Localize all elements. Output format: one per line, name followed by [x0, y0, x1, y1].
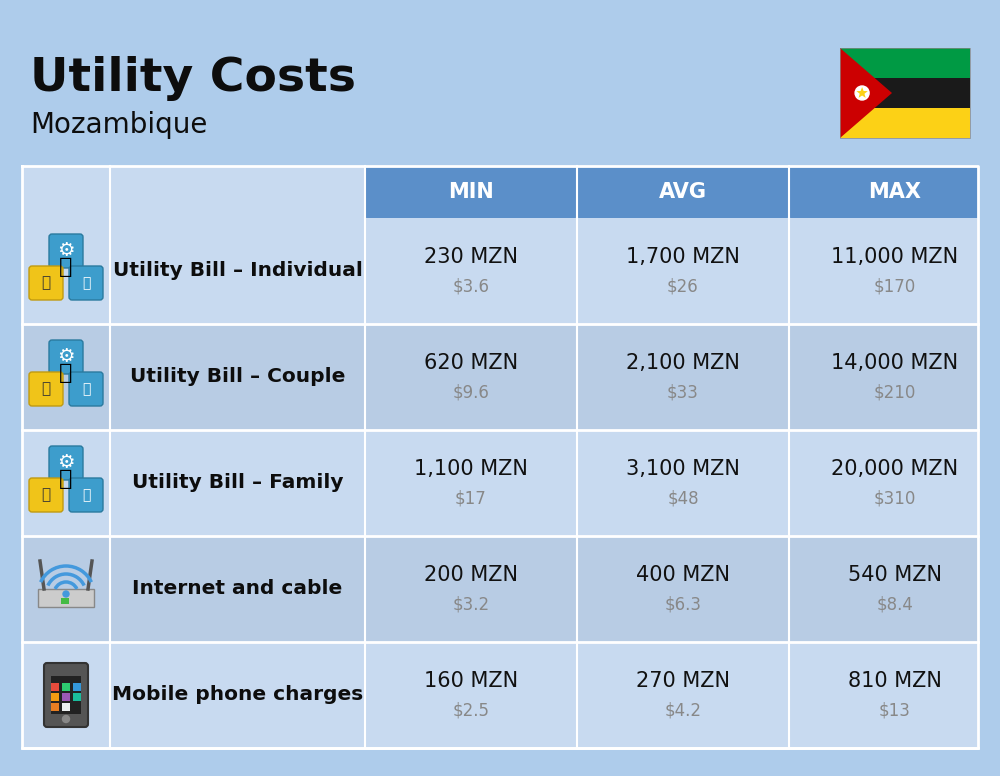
Text: $9.6: $9.6 — [453, 384, 489, 402]
Text: ⚙: ⚙ — [57, 348, 75, 366]
Polygon shape — [856, 87, 868, 98]
Bar — [840, 108, 970, 138]
Circle shape — [63, 591, 69, 597]
FancyBboxPatch shape — [69, 266, 103, 300]
Bar — [22, 642, 978, 748]
FancyBboxPatch shape — [29, 266, 63, 300]
Text: 🧑: 🧑 — [59, 363, 73, 383]
FancyBboxPatch shape — [49, 446, 83, 480]
Text: $48: $48 — [667, 490, 699, 508]
Text: $3.6: $3.6 — [452, 278, 490, 296]
Text: 🚿: 🚿 — [82, 276, 90, 290]
Bar — [73, 693, 81, 701]
FancyBboxPatch shape — [69, 478, 103, 512]
Text: 🔌: 🔌 — [41, 275, 51, 290]
Text: 14,000 MZN: 14,000 MZN — [831, 353, 959, 373]
Polygon shape — [840, 48, 892, 138]
Text: 🧑: 🧑 — [59, 469, 73, 489]
Text: Internet and cable: Internet and cable — [132, 580, 343, 598]
FancyBboxPatch shape — [49, 234, 83, 268]
Text: Mozambique: Mozambique — [30, 111, 207, 139]
FancyBboxPatch shape — [29, 478, 63, 512]
Text: $4.2: $4.2 — [664, 702, 702, 720]
Bar — [51, 683, 59, 691]
FancyBboxPatch shape — [29, 372, 63, 406]
Text: 🔌: 🔌 — [41, 487, 51, 503]
Text: $170: $170 — [874, 278, 916, 296]
Text: 2,100 MZN: 2,100 MZN — [626, 353, 740, 373]
FancyBboxPatch shape — [49, 340, 83, 374]
Text: 🔌: 🔌 — [41, 382, 51, 397]
Text: 270 MZN: 270 MZN — [636, 671, 730, 691]
Bar — [22, 218, 978, 324]
Bar — [840, 48, 970, 138]
Bar — [365, 166, 978, 218]
Bar — [38, 589, 94, 607]
Text: 810 MZN: 810 MZN — [848, 671, 942, 691]
Bar — [61, 598, 69, 604]
Text: 🧑: 🧑 — [59, 257, 73, 277]
Text: 3,100 MZN: 3,100 MZN — [626, 459, 740, 479]
Bar — [22, 536, 978, 642]
Text: Mobile phone charges: Mobile phone charges — [112, 685, 363, 705]
Bar — [51, 693, 59, 701]
Circle shape — [62, 715, 70, 722]
Text: 11,000 MZN: 11,000 MZN — [831, 247, 959, 267]
Text: MIN: MIN — [448, 182, 494, 202]
Text: MAX: MAX — [868, 182, 922, 202]
Text: 200 MZN: 200 MZN — [424, 565, 518, 585]
Text: ⚙: ⚙ — [57, 241, 75, 261]
Text: 540 MZN: 540 MZN — [848, 565, 942, 585]
Text: 1,100 MZN: 1,100 MZN — [414, 459, 528, 479]
Text: 620 MZN: 620 MZN — [424, 353, 518, 373]
Text: 🚿: 🚿 — [82, 382, 90, 396]
Text: $2.5: $2.5 — [452, 702, 490, 720]
Bar — [22, 166, 365, 218]
FancyBboxPatch shape — [69, 372, 103, 406]
Text: Utility Bill – Couple: Utility Bill – Couple — [130, 368, 345, 386]
Text: 1,700 MZN: 1,700 MZN — [626, 247, 740, 267]
Bar — [22, 324, 978, 430]
Text: 20,000 MZN: 20,000 MZN — [831, 459, 959, 479]
Text: 160 MZN: 160 MZN — [424, 671, 518, 691]
Text: $17: $17 — [455, 490, 487, 508]
Text: $33: $33 — [667, 384, 699, 402]
Text: $26: $26 — [667, 278, 699, 296]
Bar — [73, 683, 81, 691]
Bar — [840, 78, 970, 108]
Bar — [840, 48, 970, 78]
Text: $13: $13 — [879, 702, 911, 720]
Text: Utility Bill – Family: Utility Bill – Family — [132, 473, 343, 493]
Text: $3.2: $3.2 — [452, 596, 490, 614]
Bar — [62, 693, 70, 701]
Text: 🚿: 🚿 — [82, 488, 90, 502]
Text: $6.3: $6.3 — [664, 596, 702, 614]
Bar — [62, 683, 70, 691]
Bar — [22, 430, 978, 536]
Text: 400 MZN: 400 MZN — [636, 565, 730, 585]
Text: ⚙: ⚙ — [57, 453, 75, 473]
Text: Utility Costs: Utility Costs — [30, 56, 356, 101]
Text: AVG: AVG — [659, 182, 707, 202]
Bar — [51, 676, 81, 714]
Circle shape — [855, 86, 869, 100]
Bar — [51, 703, 59, 711]
Text: 230 MZN: 230 MZN — [424, 247, 518, 267]
Text: $310: $310 — [874, 490, 916, 508]
Text: $210: $210 — [874, 384, 916, 402]
Bar — [62, 703, 70, 711]
Text: Utility Bill – Individual: Utility Bill – Individual — [113, 262, 362, 280]
Text: $8.4: $8.4 — [877, 596, 913, 614]
FancyBboxPatch shape — [44, 663, 88, 727]
